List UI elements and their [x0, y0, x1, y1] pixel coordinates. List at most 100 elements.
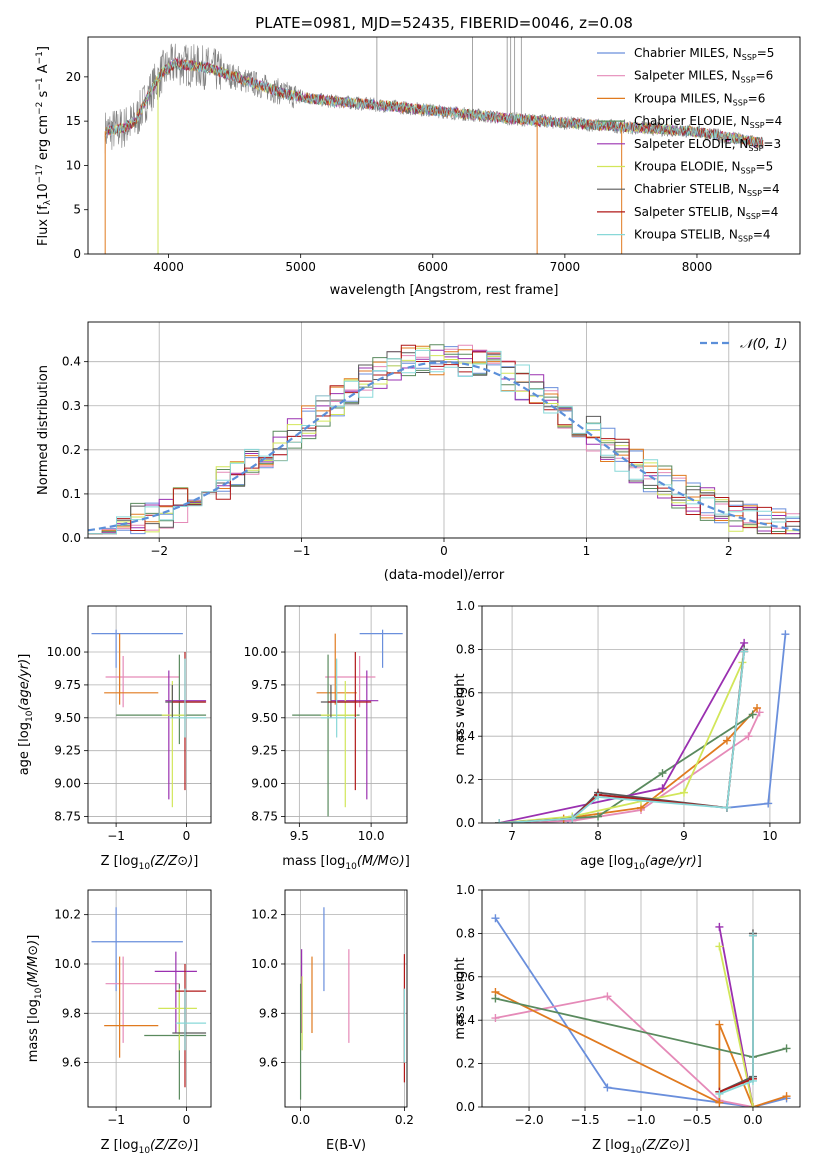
marker-kroupa-elodie [715, 942, 724, 951]
legend-entry: Chabrier ELODIE, NSSP=4 [634, 114, 782, 130]
axes-frame [284, 889, 408, 1108]
marker-chabrier-elodie [782, 1044, 791, 1053]
marker-kroupa-stelib [495, 819, 504, 823]
y-tick-label: 10.2 [251, 908, 278, 922]
normal-curve [88, 360, 800, 532]
axes-frame [87, 321, 801, 539]
x-tick-label: 9 [680, 829, 688, 843]
x-axis-label: (data-model)/error [384, 568, 505, 583]
marker-salpeter-elodie [658, 784, 667, 793]
y-tick-label: 1.0 [456, 883, 475, 897]
plot-area [104, 37, 764, 254]
y-tick-label: 0.2 [456, 1057, 475, 1071]
legend-entry: Salpeter STELIB, NSSP=4 [634, 205, 778, 221]
y-tick-label: 0.1 [62, 487, 81, 501]
x-tick-label: −1 [107, 1113, 125, 1127]
y-tick-label: 8.75 [251, 809, 278, 823]
legend-entry: Kroupa MILES, NSSP=6 [634, 91, 765, 107]
marker-chabrier-elodie [491, 994, 500, 1003]
y-tick-label: 9.25 [54, 744, 81, 758]
marker-salpeter-miles [603, 992, 612, 1001]
x-tick-label: 0 [183, 829, 191, 843]
axes-frame [284, 605, 408, 824]
plot-area [482, 606, 800, 823]
plot-area [285, 890, 407, 1107]
y-tick-label: 10 [66, 158, 81, 172]
marker-chabrier-miles [781, 630, 790, 639]
y-tick-label: 9.00 [54, 777, 81, 791]
plot-area [88, 606, 211, 823]
line-kroupa-miles [499, 707, 758, 823]
marker-chabrier-elodie [594, 812, 603, 821]
marker-kroupa-miles [782, 1092, 791, 1101]
marker-kroupa-miles [715, 1098, 724, 1107]
y-tick-label: 8.75 [54, 809, 81, 823]
legend-entry: Kroupa STELIB, NSSP=4 [634, 228, 771, 244]
x-axis-label: Z [log10(Z/Z⊙)] [592, 1138, 690, 1156]
plot-area [482, 890, 800, 1107]
legend-entry: Kroupa ELODIE, NSSP=5 [634, 160, 773, 176]
y-axis-label: mass weight [453, 957, 468, 1039]
x-tick-label: −0.5 [682, 1113, 711, 1127]
y-tick-label: 9.75 [251, 678, 278, 692]
y-tick-label: 0.4 [456, 1013, 475, 1027]
marker-kroupa-elodie [679, 788, 688, 797]
x-tick-label: 6000 [417, 260, 448, 274]
panel-age_vs_Z: −1 0 8.75 9.00 9.25 9.50 9.75 10.00 Z [log10(Z/Z… [17, 605, 212, 872]
x-axis-label: Z [log10(Z/Z⊙)] [101, 854, 199, 872]
y-tick-label: 0.2 [62, 443, 81, 457]
legend-entry: 𝒩(0, 1) [740, 337, 787, 352]
marker-kroupa-stelib [715, 1089, 724, 1098]
marker-chabrier-miles [764, 799, 773, 808]
x-tick-label: −1 [107, 829, 125, 843]
axes-frame [481, 605, 801, 824]
x-tick-label: 1 [583, 544, 591, 558]
marker-kroupa-elodie [748, 1103, 757, 1107]
y-tick-label: 0.0 [456, 816, 475, 830]
x-axis-label: wavelength [Angstrom, rest frame] [330, 283, 559, 298]
y-tick-label: 0 [73, 247, 81, 261]
axes-frame [87, 605, 212, 824]
marker-chabrier-elodie [748, 710, 757, 719]
x-axis-label: E(B-V) [326, 1138, 366, 1153]
y-axis-label: age [log10(age/yr)] [17, 654, 35, 776]
panel-residuals: −2 −1 0 1 2 0.0 0.1 0.2 0.3 0.4 (data-model)/error… [36, 321, 801, 583]
spectrum-legend: Chabrier MILES, NSSP=5 Salpeter MILES, NS… [597, 46, 782, 244]
x-tick-label: 8000 [682, 260, 713, 274]
marker-salpeter-miles [755, 708, 764, 717]
model-spectrum-kroupa-stelib [104, 58, 764, 149]
y-tick-label: 0.4 [456, 729, 475, 743]
y-tick-label: 9.6 [259, 1056, 278, 1070]
x-tick-label: 0 [440, 544, 448, 558]
plot-area [88, 890, 211, 1107]
hist-salpeter-stelib [88, 344, 800, 535]
marker-salpeter-miles [491, 1014, 500, 1023]
y-tick-label: 0.6 [456, 686, 475, 700]
marker-kroupa-miles [722, 736, 731, 745]
line-salpeter-miles [495, 995, 754, 1107]
x-axis-label: Z [log10(Z/Z⊙)] [101, 1138, 199, 1156]
x-tick-label: 7000 [550, 260, 581, 274]
marker-chabrier-elodie [658, 769, 667, 778]
panel-weight_vs_Z: −2.0 −1.5 −1.0 −0.5 0.0 0.0 0.2 0.4 0.6 0.8 1.0 Z [… [453, 883, 801, 1156]
x-tick-label: 7 [508, 829, 516, 843]
y-tick-label: 0.6 [456, 970, 475, 984]
y-tick-label: 9.50 [54, 711, 81, 725]
y-tick-label: 0.0 [456, 1100, 475, 1114]
x-tick-label: 5000 [285, 260, 316, 274]
x-tick-label: −1.5 [570, 1113, 599, 1127]
x-axis-label: age [log10(age/yr)] [580, 854, 702, 872]
x-tick-label: −2 [150, 544, 168, 558]
y-tick-label: 9.8 [62, 1006, 81, 1020]
x-tick-label: 0.2 [395, 1113, 414, 1127]
axes-frame [87, 36, 801, 255]
y-tick-label: 1.0 [456, 599, 475, 613]
y-tick-label: 10.00 [244, 645, 278, 659]
y-axis-label: Flux [fλ10−17 erg cm−2 s−1 A−1] [35, 46, 53, 246]
legend-entry: Salpeter MILES, NSSP=6 [634, 69, 773, 85]
x-tick-label: 0.0 [291, 1113, 310, 1127]
y-tick-label: 9.8 [259, 1006, 278, 1020]
marker-kroupa-stelib [740, 647, 749, 656]
axes-frame [481, 889, 801, 1108]
